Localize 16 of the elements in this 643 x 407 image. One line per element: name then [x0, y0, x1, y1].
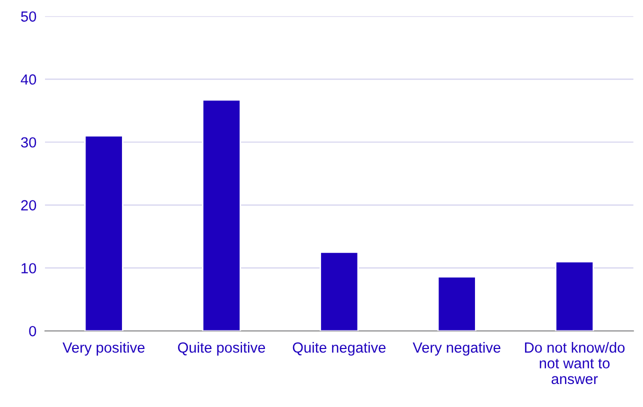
y-tick-label: 10 [22, 263, 36, 274]
bar [84, 135, 124, 331]
y-tick-label: 0 [29, 326, 36, 336]
bar [202, 99, 242, 331]
x-tick-label: Quite negative [292, 342, 386, 356]
x-tick-label: Do not know/do not want to answer [525, 342, 625, 384]
y-tick-label: 30 [21, 137, 36, 148]
y-tick-label: 40 [20, 74, 36, 85]
x-tick-label: Quite positive [178, 342, 266, 356]
bar [555, 260, 594, 331]
bar [320, 252, 359, 331]
x-tick-label: Very positive [62, 342, 145, 356]
x-tick-label: Very negative [412, 342, 500, 356]
y-tick-label: 50 [21, 11, 36, 22]
y-tick-label: 20 [21, 200, 36, 210]
bar [437, 276, 476, 331]
